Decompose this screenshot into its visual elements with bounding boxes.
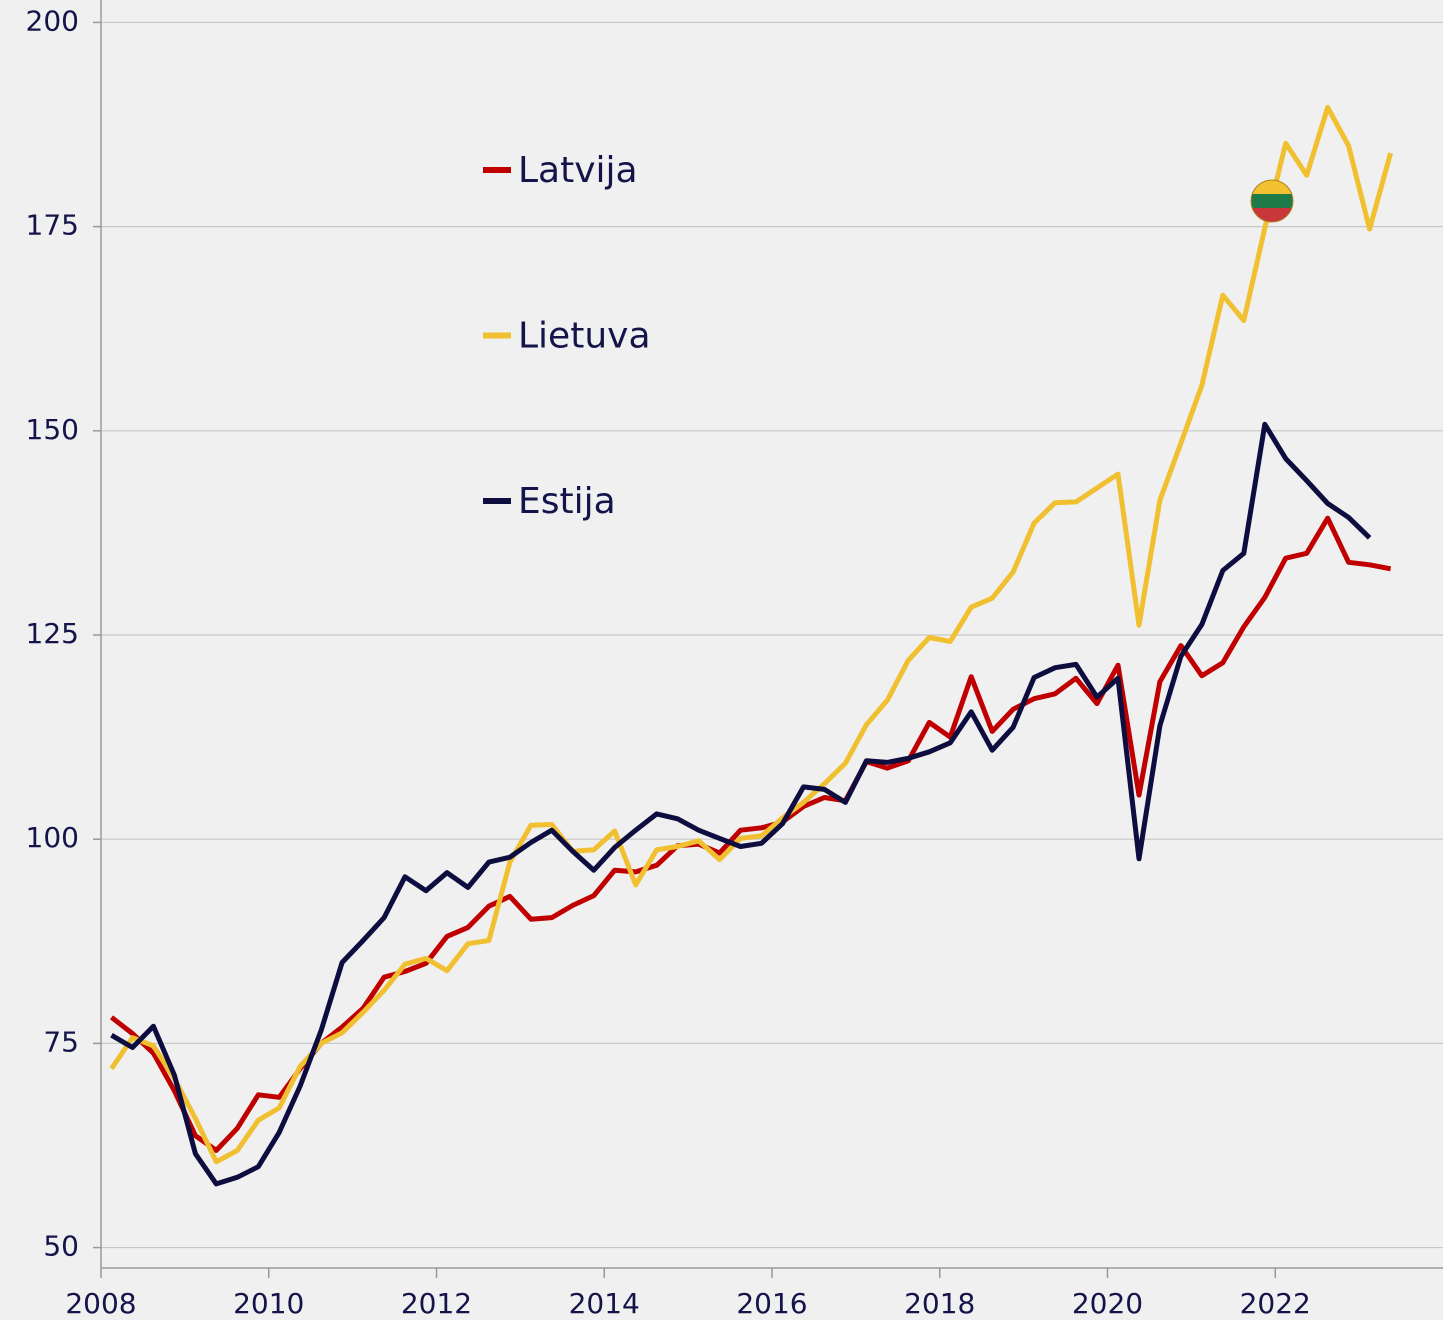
x-tick-label: 2022 (1240, 1287, 1311, 1320)
x-tick-label: 2012 (401, 1287, 472, 1320)
x-tick-label: 2016 (736, 1287, 807, 1320)
x-tick-label: 2014 (569, 1287, 640, 1320)
x-tick-label: 2018 (904, 1287, 975, 1320)
y-tick-label: 175 (26, 209, 79, 242)
x-tick-label: 2008 (65, 1287, 136, 1320)
y-tick-label: 125 (26, 617, 79, 650)
x-tick-label: 2010 (233, 1287, 304, 1320)
y-tick-label: 75 (43, 1025, 79, 1058)
legend-label: Latvija (518, 150, 638, 191)
legend-label: Estija (518, 481, 616, 522)
y-tick-label: 50 (43, 1230, 79, 1263)
legend-label: Lietuva (518, 316, 651, 357)
y-tick-label: 200 (26, 4, 79, 37)
y-tick-label: 150 (26, 413, 79, 446)
y-tick-label: 100 (26, 821, 79, 854)
x-tick-label: 2020 (1072, 1287, 1143, 1320)
chart: Latvija Lietuva Estija 50 75 100 125 150 175 200… (0, 0, 1443, 1320)
